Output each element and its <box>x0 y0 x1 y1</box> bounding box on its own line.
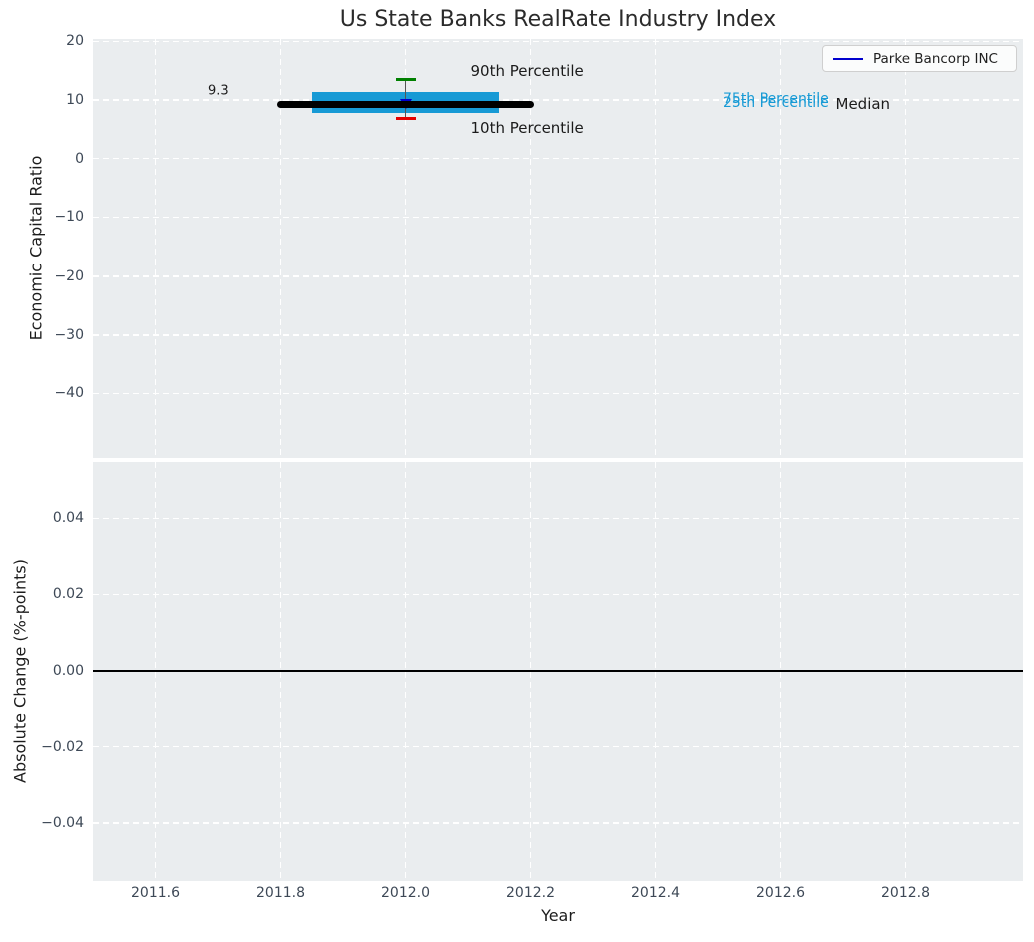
grid-line-horizontal <box>93 593 1023 596</box>
y-tick-label: −20 <box>54 268 84 285</box>
y-tick-label: −10 <box>54 209 84 226</box>
x-tick-label: 2011.6 <box>131 885 180 901</box>
grid-line-horizontal <box>93 334 1023 336</box>
grid-line-horizontal <box>93 40 1023 43</box>
x-tick-label: 2012.6 <box>756 885 805 901</box>
annotation: 90th Percentile <box>470 61 584 80</box>
grid-line-horizontal <box>93 157 1023 160</box>
x-axis-label: Year <box>541 906 575 925</box>
legend-line-sample-icon <box>833 57 863 60</box>
annotation: 9.3 <box>208 83 229 99</box>
annotation: 25th Percentile <box>723 94 829 111</box>
annotation: 75th Percentile <box>723 90 829 107</box>
y-tick-label: 0 <box>75 150 84 167</box>
chart-title: Us State Banks RealRate Industry Index <box>339 7 777 32</box>
grid-line-horizontal <box>93 99 1023 101</box>
grid-line-vertical <box>529 39 532 458</box>
grid-line-horizontal <box>93 822 1023 824</box>
y-tick-label: −0.02 <box>41 738 84 755</box>
grid-line-vertical <box>404 39 407 458</box>
p10-whisker-cap <box>395 117 416 121</box>
grid-line-vertical <box>654 39 657 458</box>
x-tick-label: 2012.8 <box>881 885 930 901</box>
axes-absolute-change <box>93 462 1023 881</box>
x-tick-label: 2012.4 <box>631 885 680 901</box>
y-tick-label: −0.04 <box>41 814 84 831</box>
y-tick-label: −30 <box>54 326 84 343</box>
legend-label: Parke Bancorp INC <box>873 50 998 67</box>
grid-line-horizontal <box>93 275 1023 277</box>
y-tick-label: 20 <box>66 33 84 50</box>
x-tick-label: 2012.2 <box>506 885 555 901</box>
y-tick-label: −40 <box>54 385 84 402</box>
annotation: Median <box>835 95 891 114</box>
legend: Parke Bancorp INC <box>822 45 1017 72</box>
grid-line-vertical <box>904 39 907 458</box>
annotation: 10th Percentile <box>470 119 584 138</box>
y-tick-label: 0.04 <box>52 510 84 527</box>
grid-line-horizontal <box>93 392 1023 395</box>
x-tick-label: 2011.8 <box>256 885 305 901</box>
grid-line-horizontal <box>93 745 1023 748</box>
grid-line-vertical <box>779 39 782 458</box>
median-line <box>277 100 534 108</box>
zero-line <box>93 669 1023 672</box>
p90-whisker-cap <box>395 77 416 81</box>
grid-line-vertical <box>154 39 157 458</box>
x-tick-label: 2012.0 <box>381 885 430 901</box>
grid-line-horizontal <box>93 517 1023 520</box>
grid-line-vertical <box>279 39 282 458</box>
y-axis-label-top: Economic Capital Ratio <box>26 155 46 341</box>
axes-economic-capital-ratio: 9.3 90th Percentile 10th Percentile 75th Pe… <box>93 39 1023 458</box>
grid-line-horizontal <box>93 216 1023 219</box>
y-tick-label: 10 <box>66 92 84 109</box>
y-tick-label: 0.00 <box>52 662 84 679</box>
y-tick-label: 0.02 <box>52 586 84 603</box>
